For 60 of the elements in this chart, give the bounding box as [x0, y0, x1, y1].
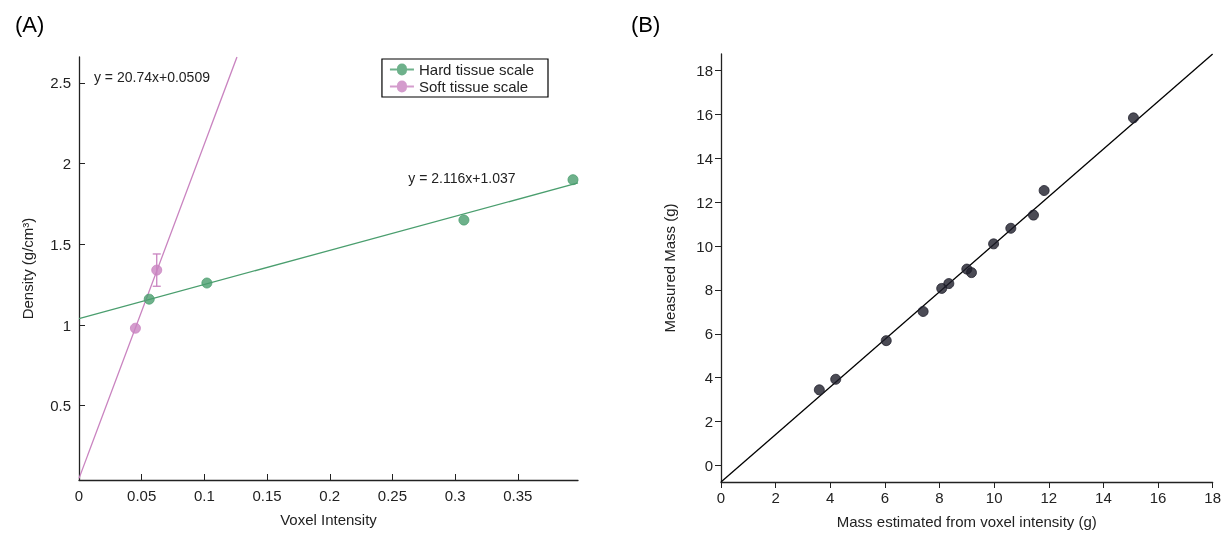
x-axis-title: Voxel Intensity: [280, 511, 378, 528]
chart-title: (B): [631, 11, 661, 37]
x-tick-label: 0.15: [252, 487, 282, 504]
point: [143, 293, 155, 305]
y-tick-label: 1.5: [50, 235, 71, 253]
point: [880, 335, 892, 347]
y-tick-label: 10: [696, 237, 713, 255]
y-tick-label: 18: [696, 61, 713, 79]
annotation: y = 2.116x+1.037: [408, 170, 516, 187]
point: [965, 267, 977, 279]
x-tick-label: 0.3: [444, 487, 466, 504]
x-tick-label: 0.05: [127, 487, 157, 504]
point: [988, 238, 1000, 250]
x-tick-label: 8: [935, 489, 944, 506]
point: [201, 277, 213, 289]
x-tick-label: 12: [1040, 489, 1058, 506]
x-tick-label: 2: [771, 489, 780, 506]
x-tick-label: 0: [716, 489, 726, 506]
point: [1038, 185, 1050, 197]
point: [458, 214, 470, 226]
x-tick-label: 16: [1149, 489, 1167, 506]
y-axis-title: Density (g/cm³): [19, 217, 36, 320]
point: [813, 384, 825, 396]
x-tick-label: 10: [985, 489, 1003, 506]
point: [129, 322, 141, 334]
y-tick-label: 12: [696, 193, 713, 211]
point: [567, 174, 579, 186]
x-tick-label: 18: [1204, 489, 1221, 506]
y-tick-label: 2: [704, 413, 713, 431]
point: [1027, 209, 1039, 221]
y-tick-label: 4: [704, 369, 713, 387]
point: [151, 264, 163, 276]
x-tick-label: 14: [1095, 489, 1112, 506]
point: [1005, 222, 1017, 234]
x-tick-label: 6: [880, 489, 890, 506]
point: [943, 278, 955, 290]
x-axis-title: Mass estimated from voxel intensity (g): [836, 513, 1097, 530]
chart-title: (A): [15, 11, 45, 37]
point: [917, 305, 929, 317]
legend-label: Hard tissue scale: [418, 61, 535, 78]
y-tick-label: 8: [704, 281, 713, 299]
x-tick-label: 4: [826, 489, 835, 506]
y-tick-label: 14: [696, 149, 713, 167]
point: [1127, 112, 1139, 124]
y-tick-label: 2.5: [50, 74, 71, 92]
y-tick-label: 2: [62, 155, 71, 173]
legend-label: Soft tissue scale: [418, 78, 529, 95]
x-tick-label: 0.25: [377, 487, 408, 504]
y-tick-label: 16: [696, 105, 713, 123]
x-tick-label: 0.2: [319, 487, 341, 504]
x-tick-label: 0.35: [503, 487, 533, 504]
x-tick-label: 0: [74, 487, 84, 504]
y-tick-label: 1: [62, 316, 71, 334]
y-tick-label: 6: [704, 325, 713, 343]
point: [830, 373, 842, 385]
y-axis-title: Measured Mass (g): [661, 203, 678, 333]
y-tick-label: 0.5: [50, 397, 71, 415]
annotation: y = 20.74x+0.0509: [93, 68, 211, 85]
x-tick-label: 0.1: [193, 487, 215, 504]
y-tick-label: 0: [704, 457, 713, 475]
